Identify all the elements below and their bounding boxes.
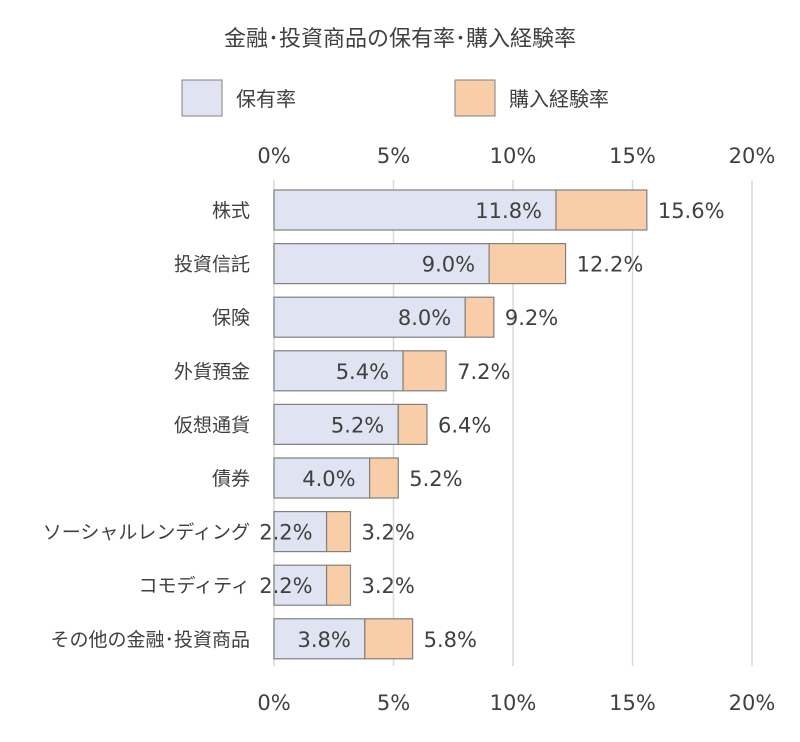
category-label: 外貨預金: [174, 361, 250, 383]
category-label: 保険: [212, 307, 250, 329]
x-tick-bottom-label: 10%: [490, 691, 537, 715]
data-label-holding: 5.4%: [336, 360, 389, 384]
bar-purchase-experience: [369, 457, 399, 499]
legend-swatch-1: [454, 79, 496, 117]
category-label: 債券: [212, 468, 250, 490]
x-tick-top-label: 20%: [729, 144, 776, 168]
category-label: 投資信託: [174, 254, 250, 276]
category-labels: 株式投資信託保険外貨預金仮想通貨債券ソーシャルレンディングコモディティその他の金…: [43, 200, 250, 651]
data-label-purchase-experience: 15.6%: [658, 199, 725, 223]
category-label: 仮想通貨: [174, 414, 250, 436]
bar-purchase-experience: [555, 189, 648, 231]
legend: 保有率 購入経験率: [181, 79, 609, 117]
bars: 11.8% 15.6% 9.0% 12.2% 8.0% 9.2% 5.4% 7.2% 5.2% 6…: [259, 189, 725, 660]
bar-purchase-experience: [397, 403, 428, 445]
x-tick-bottom-label: 15%: [609, 691, 656, 715]
data-label-holding: 5.2%: [331, 413, 384, 437]
x-tick-bottom-label: 5%: [377, 691, 410, 715]
data-label-holding: 8.0%: [398, 306, 451, 330]
data-label-purchase-experience: 3.2%: [361, 574, 414, 598]
x-axis-bottom: 0% 5% 10% 15% 20%: [257, 691, 775, 715]
data-label-holding: 9.0%: [422, 253, 475, 277]
bar-holding: [273, 403, 399, 445]
data-label-purchase-experience: 6.4%: [438, 413, 491, 437]
data-label-holding: 2.2%: [259, 521, 312, 545]
bar-holding: [273, 243, 490, 285]
data-label-holding: 11.8%: [475, 199, 542, 223]
bar-holding: [273, 189, 557, 231]
bar-holding: [273, 511, 328, 553]
data-label-purchase-experience: 12.2%: [577, 253, 644, 277]
legend-label-0: 保有率: [236, 87, 296, 111]
category-label: その他の金融･投資商品: [50, 629, 250, 651]
bar-holding: [273, 296, 466, 338]
x-tick-top-label: 10%: [490, 144, 537, 168]
data-label-holding: 3.8%: [297, 628, 350, 652]
x-tick-top-label: 0%: [257, 144, 290, 168]
category-label: 株式: [212, 200, 250, 222]
bar-purchase-experience: [464, 296, 495, 338]
x-tick-top-label: 15%: [609, 144, 656, 168]
bar-purchase-experience: [325, 564, 352, 606]
bar-purchase-experience: [325, 511, 352, 553]
bar-purchase-experience: [402, 350, 447, 392]
data-label-purchase-experience: 7.2%: [457, 360, 510, 384]
data-label-purchase-experience: 5.2%: [409, 467, 462, 491]
legend-swatch-0: [181, 79, 223, 117]
bar-purchase-experience: [488, 243, 567, 285]
data-label-purchase-experience: 5.8%: [424, 628, 477, 652]
chart-title: 金融･投資商品の保有率･購入経験率: [224, 27, 576, 52]
bar-holding: [273, 618, 366, 660]
data-label-holding: 4.0%: [302, 467, 355, 491]
x-tick-bottom-label: 0%: [257, 691, 290, 715]
x-axis-top: 0% 5% 10% 15% 20%: [257, 144, 775, 168]
data-label-purchase-experience: 3.2%: [361, 521, 414, 545]
category-label: コモディティ: [138, 575, 250, 597]
data-label-holding: 2.2%: [259, 574, 312, 598]
category-label: ソーシャルレンディング: [43, 522, 250, 544]
data-label-purchase-experience: 9.2%: [505, 306, 558, 330]
x-tick-top-label: 5%: [377, 144, 410, 168]
legend-label-1: 購入経験率: [509, 87, 609, 111]
bar-purchase-experience: [364, 618, 414, 660]
x-tick-bottom-label: 20%: [729, 691, 776, 715]
